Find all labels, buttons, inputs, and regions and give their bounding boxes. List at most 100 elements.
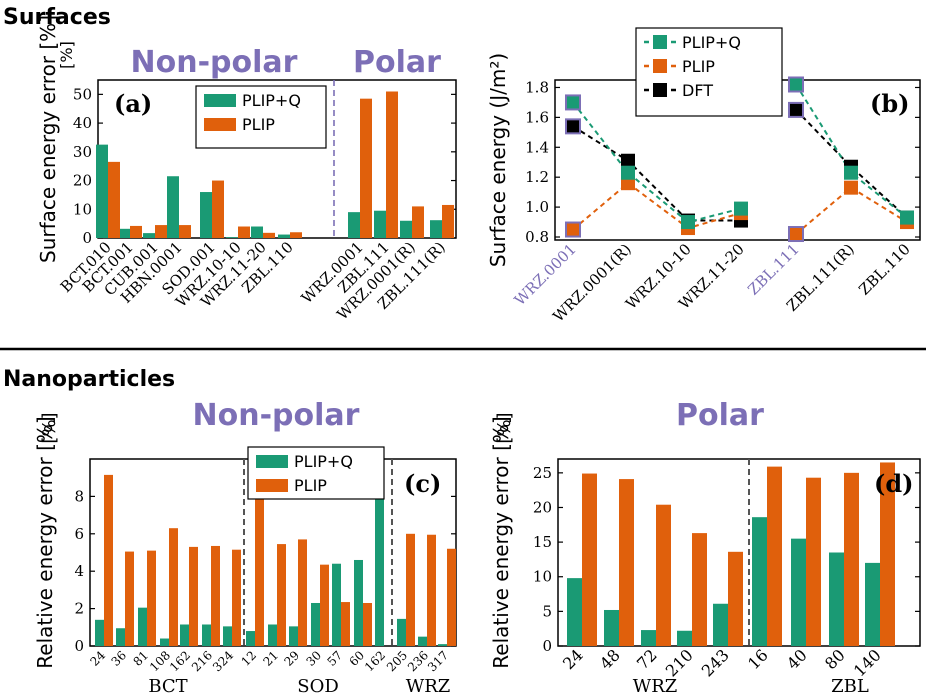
panel-b-xtick-label: ZBL.110 (855, 240, 914, 299)
panel-b-ytick-label: 0.8 (525, 228, 549, 246)
panel-d-chart: 0 5 10 15 20 25 Relative energy error [%][%] Po… (489, 398, 921, 697)
section-title-nanoparticles: Nanoparticles (3, 367, 175, 392)
panel-b-marker (788, 76, 804, 93)
panel-b-series-line (572, 181, 742, 231)
panel-d-bar (713, 603, 728, 646)
panel-a-bar (130, 225, 142, 238)
panel-a-ytick-label: 10 (73, 200, 92, 218)
panel-d-bar (656, 504, 671, 646)
panel-c-ylabel-unit: [%] (39, 412, 60, 443)
panel-a-group-label-nonpolar: Non-polar (131, 45, 298, 80)
panel-a-group-label-polar: Polar (353, 45, 441, 80)
panel-d-bar (604, 609, 619, 646)
panel-d-xtick-label: 16 (744, 645, 772, 673)
panel-d-ytick-label: 0 (542, 637, 552, 655)
panel-a-ytick-label: 20 (73, 172, 92, 190)
panel-c-bar (268, 624, 277, 646)
panel-c-xtick-label: 205 (384, 648, 410, 674)
panel-b-marker (844, 180, 858, 195)
panel-a-bar (212, 180, 224, 238)
panel-a-bar (108, 161, 120, 238)
panel-a-bar (143, 233, 155, 238)
panel-c-xtick-label: 12 (238, 648, 259, 669)
panel-d-bar (767, 466, 782, 646)
panel-a-legend-swatch (204, 118, 236, 131)
panel-a-bar (430, 220, 442, 238)
panel-c-bar (125, 551, 134, 646)
section-title-surfaces: Surfaces (3, 5, 111, 30)
panel-b-legend-label: PLIP (682, 57, 715, 76)
panel-a-bar (179, 225, 191, 238)
panel-a-legend-label: PLIP (242, 115, 275, 134)
panel-b-marker (565, 221, 581, 238)
panel-c-ytick-label: 8 (74, 487, 84, 505)
panel-a-ytick-label: 40 (73, 114, 92, 132)
panel-c-xtick-label: 317 (425, 648, 451, 674)
panel-c-bar (354, 559, 363, 646)
panel-b-ytick-label: 1.0 (525, 198, 549, 216)
panel-c-bar (427, 534, 436, 646)
panel-d-xtick-label: 80 (821, 645, 849, 673)
panel-c-xtick-label: 324 (210, 648, 236, 674)
panel-a-label: (a) (114, 89, 152, 118)
panel-d-ytick-label: 25 (533, 464, 552, 482)
panel-c-bar (232, 549, 241, 646)
panel-c-bar (147, 550, 156, 646)
panel-d-bar (844, 472, 859, 646)
panel-d-xtick-label: 243 (698, 645, 733, 680)
panel-c-xtick-label: 162 (362, 648, 388, 674)
panel-c-bar (180, 624, 189, 646)
panel-b-label: (b) (870, 89, 910, 118)
panel-a-ylabel-unit: [%] (57, 41, 76, 69)
panel-c-legend-label: PLIP+Q (294, 452, 353, 471)
panel-b-legend-label: DFT (682, 81, 713, 100)
panel-a-bar (118, 228, 130, 238)
panel-c-legend-swatch (256, 455, 288, 468)
panel-c-ytick-label: 4 (74, 562, 84, 580)
panel-b-chart: 0.8 1.0 1.2 1.4 1.6 1.8 Surface energy (J/m²) (… (486, 27, 921, 326)
panel-c-legend-label: PLIP (294, 476, 327, 495)
panel-a-bar (155, 225, 167, 238)
panel-b-marker (844, 165, 858, 180)
panel-d-ylabel: Relative energy error [%] (489, 416, 513, 668)
panel-b-legend-marker (653, 59, 667, 73)
panel-a-ytick-label: 30 (73, 143, 92, 161)
panel-a-bar (251, 226, 263, 238)
panel-c-bar (447, 548, 456, 646)
panel-d-ytick-label: 20 (533, 498, 552, 516)
panel-c-xtick-label: 30 (303, 648, 324, 669)
panel-c-label: (c) (404, 469, 441, 498)
panel-c-ytick-label: 2 (74, 600, 84, 618)
panel-c-xtick-label: 162 (167, 648, 193, 674)
panel-c-bar (406, 533, 415, 646)
panel-b-marker (788, 101, 804, 118)
panel-b-marker (734, 201, 748, 216)
panel-c-ytick-label: 6 (74, 525, 84, 543)
panel-b-ylabel: Surface energy (J/m²) (486, 53, 510, 267)
panel-b-marker (565, 118, 581, 135)
panel-a-legend-swatch (204, 94, 236, 107)
panel-b-legend-marker (653, 35, 667, 49)
panel-c-bar (418, 636, 427, 646)
panel-a-bar (386, 91, 398, 238)
panel-c-bar (169, 528, 178, 646)
panel-b-ytick-label: 1.2 (525, 168, 549, 186)
panel-d-bar (692, 533, 707, 646)
panel-c-bar (104, 474, 113, 646)
panel-c-ytick-label: 0 (74, 637, 84, 655)
panel-c-bar (95, 619, 104, 646)
panel-c-bar (255, 468, 264, 646)
panel-d-label: (d) (874, 469, 914, 498)
panel-b-series-line (572, 125, 741, 222)
panel-c-bar (223, 626, 232, 646)
panel-c-bar (138, 607, 147, 646)
panel-b-ytick-label: 1.8 (525, 78, 549, 96)
panel-c-bar (160, 638, 169, 646)
panel-b-legend-marker (653, 83, 667, 97)
panel-b-ytick-label: 1.6 (525, 108, 549, 126)
panel-c-bar (332, 563, 341, 646)
panel-c-xtick-label: 24 (87, 648, 108, 669)
panel-c-bar (397, 618, 406, 646)
